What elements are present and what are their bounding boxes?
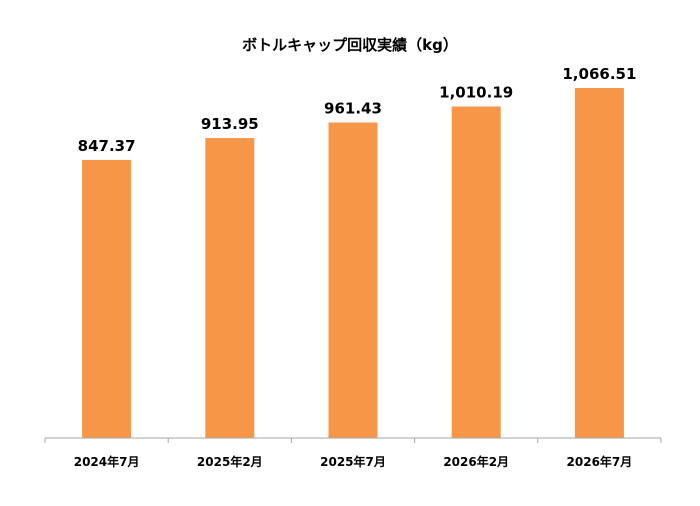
chart-title: ボトルキャップ回収実績（kg） xyxy=(242,36,458,54)
bar-3 xyxy=(328,122,378,438)
data-label-1: 847.37 xyxy=(78,137,136,155)
data-label-5: 1,066.51 xyxy=(562,65,636,83)
x-tick-label-2: 2025年2月 xyxy=(197,454,263,469)
data-label-3: 961.43 xyxy=(324,99,382,117)
x-tick-label-1: 2024年7月 xyxy=(74,454,140,469)
bar-2 xyxy=(205,138,255,438)
bar-4 xyxy=(451,106,501,438)
x-tick-label-5: 2026年7月 xyxy=(567,454,633,469)
x-tick-label-3: 2025年7月 xyxy=(320,454,386,469)
bar-5 xyxy=(574,88,624,438)
data-label-4: 1,010.19 xyxy=(439,83,513,101)
bar-1 xyxy=(82,159,132,439)
data-label-2: 913.95 xyxy=(201,115,259,133)
x-tick-label-4: 2026年2月 xyxy=(443,454,509,469)
